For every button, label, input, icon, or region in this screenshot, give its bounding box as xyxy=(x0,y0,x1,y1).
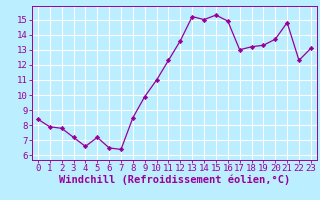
X-axis label: Windchill (Refroidissement éolien,°C): Windchill (Refroidissement éolien,°C) xyxy=(59,175,290,185)
